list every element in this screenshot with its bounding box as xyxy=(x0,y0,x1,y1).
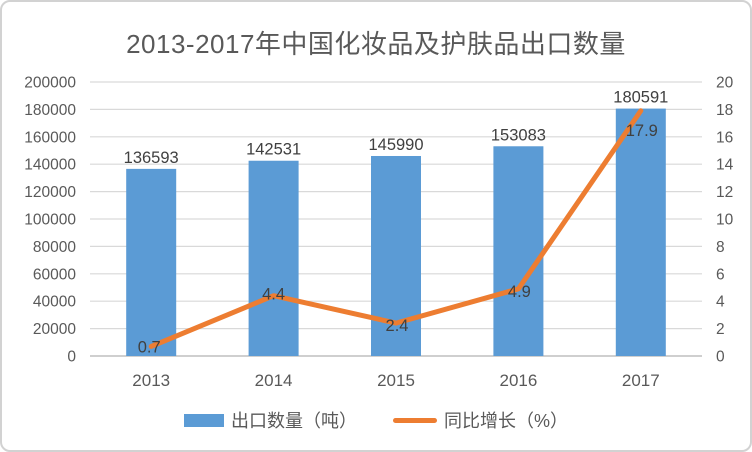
right-axis-tick-label: 4 xyxy=(716,294,725,311)
legend-item-export-quantity: 出口数量（吨） xyxy=(183,407,357,433)
right-axis-tick-label: 20 xyxy=(716,75,734,92)
left-axis-tick-label: 140000 xyxy=(24,157,76,174)
right-axis-tick-label: 8 xyxy=(716,239,725,256)
right-axis-tick-label: 2 xyxy=(716,321,725,338)
line-value-label: 4.9 xyxy=(508,283,531,301)
x-axis-label: 2014 xyxy=(255,371,293,390)
bar-value-label: 136593 xyxy=(124,149,179,167)
right-axis-tick-label: 14 xyxy=(716,157,734,174)
line-value-label: 2.4 xyxy=(386,317,409,335)
line-value-label: 4.4 xyxy=(262,286,285,304)
line-value-label: 0.7 xyxy=(138,338,161,356)
chart-title: 2013-2017年中国化妆品及护肤品出口数量 xyxy=(126,29,626,59)
growth-line xyxy=(148,108,644,349)
left-axis-tick-label: 180000 xyxy=(24,102,76,119)
left-axis-tick-label: 160000 xyxy=(24,129,76,146)
bar-value-label: 180591 xyxy=(613,89,668,107)
right-axis-tick-label: 16 xyxy=(716,129,733,146)
line-series-swatch-icon xyxy=(392,417,437,423)
bar-2014 xyxy=(248,160,299,356)
legend-item-yoy-growth: 同比增长（%） xyxy=(392,407,568,433)
x-axis-label: 2015 xyxy=(377,371,415,390)
x-axis-label: 2013 xyxy=(132,371,170,390)
x-axis-label: 2016 xyxy=(499,371,537,390)
bar-2017 xyxy=(615,108,666,356)
left-axis-tick-label: 120000 xyxy=(24,184,76,201)
bar-2016 xyxy=(493,146,544,356)
chart-legend: 出口数量（吨） 同比增长（%） xyxy=(2,407,750,433)
right-axis-tick-label: 12 xyxy=(716,184,733,201)
left-axis-tick-label: 100000 xyxy=(24,212,76,229)
left-axis-tick-label: 200000 xyxy=(24,75,76,92)
bar-value-label: 145990 xyxy=(368,136,423,154)
left-axis-tick-label: 0 xyxy=(67,349,76,366)
bar-series-swatch-icon xyxy=(183,413,224,427)
right-axis-tick-label: 18 xyxy=(716,102,733,119)
legend-label-yoy-growth: 同比增长（%） xyxy=(443,411,568,431)
left-axis-tick-label: 20000 xyxy=(33,321,76,338)
line-value-label: 17.9 xyxy=(626,122,658,140)
bar-value-label: 142531 xyxy=(246,141,301,159)
left-axis-tick-label: 80000 xyxy=(33,239,76,256)
left-axis-tick-label: 40000 xyxy=(33,294,76,311)
x-axis-label: 2017 xyxy=(622,371,660,390)
right-axis-tick-label: 0 xyxy=(716,349,725,366)
bar-2013 xyxy=(126,168,177,356)
right-axis-tick-label: 10 xyxy=(716,212,734,229)
right-axis-tick-label: 6 xyxy=(716,266,725,283)
bar-value-label: 153083 xyxy=(491,126,546,144)
legend-label-export-quantity: 出口数量（吨） xyxy=(230,411,357,431)
left-axis-tick-label: 60000 xyxy=(33,266,76,283)
